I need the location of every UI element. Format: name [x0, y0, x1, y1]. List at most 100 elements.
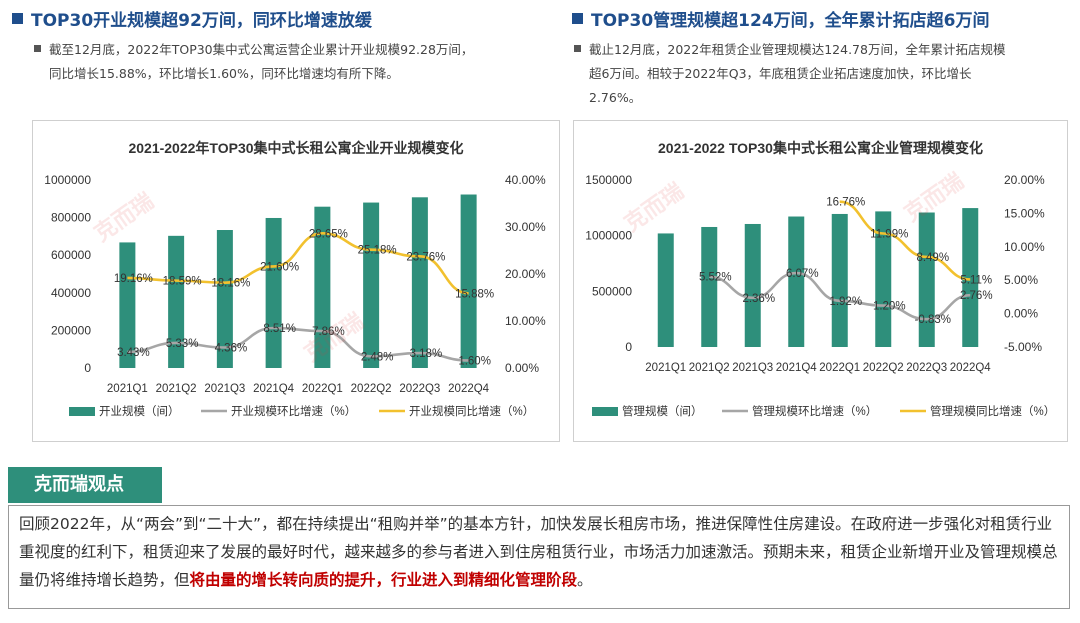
- data-label: 4.36%: [215, 343, 248, 355]
- legend-swatch: [592, 407, 618, 416]
- viewpoint-highlight: 将由量的增长转向质的提升，行业进入到精细化管理阶段: [189, 571, 578, 589]
- x-tick-label: 2021Q1: [107, 383, 148, 395]
- data-label: 3.18%: [410, 348, 443, 360]
- data-label: 7.86%: [312, 326, 345, 338]
- y-right-tick-label: 20.00%: [1004, 173, 1045, 187]
- bar: [701, 226, 718, 347]
- data-label: 16.76%: [826, 197, 865, 209]
- management-scale-chart-svg: 2021-2022 TOP30集中式长租公寓企业管理规模变化 1500000 100…: [585, 140, 1055, 418]
- series-line: [839, 200, 971, 281]
- title-square-icon: [12, 13, 23, 24]
- legend-label: 管理规模环比增速（%）: [752, 404, 877, 418]
- y-left-tick-label: 0: [84, 361, 91, 375]
- y-right-tick-label: 0.00%: [1004, 307, 1038, 321]
- bullet-square-icon: [574, 45, 581, 52]
- y-left-tick-label: 1000000: [44, 173, 91, 187]
- chart-title: 2021-2022年TOP30集中式长租公寓企业开业规模变化: [128, 140, 463, 156]
- data-label: 11.99%: [870, 229, 908, 241]
- x-tick-label: 2021Q3: [204, 383, 245, 395]
- data-label: 18.59%: [163, 276, 202, 288]
- y-left-tick-label: 0: [625, 340, 632, 354]
- data-label: 5.52%: [699, 272, 732, 284]
- x-tick-label: 2021Q3: [732, 362, 773, 374]
- x-tick-label: 2022Q4: [448, 383, 490, 395]
- y-right-tick-label: 30.00%: [505, 220, 546, 234]
- x-tick-label: 2021Q4: [776, 362, 818, 374]
- y-left-tick-label: 800000: [51, 211, 91, 225]
- y-right-tick-label: 15.00%: [1004, 206, 1045, 220]
- x-tick-label: 2021Q2: [689, 362, 730, 374]
- viewpoint-body: 回顾2022年，从“两会”到“二十大”，都在持续提出“租购并举”的基本方针，加快…: [8, 505, 1070, 609]
- chart-title: 2021-2022 TOP30集中式长租公寓企业管理规模变化: [658, 140, 983, 156]
- y-left-tick-label: 400000: [51, 286, 91, 300]
- y-left-tick-label: 500000: [592, 284, 632, 298]
- y-right-tick-label: 40.00%: [505, 173, 546, 187]
- y-right-tick-label: 0.00%: [505, 361, 539, 375]
- x-tick-label: 2022Q3: [399, 383, 440, 395]
- data-label: 15.88%: [455, 288, 494, 300]
- legend-label: 开业规模（间）: [99, 404, 180, 418]
- legend-swatch: [69, 407, 95, 416]
- viewpoint-heading: 克而瑞观点: [8, 467, 162, 503]
- bar: [460, 194, 477, 368]
- data-label: 5.11%: [960, 274, 992, 286]
- bar: [831, 213, 848, 347]
- data-label: 6.07%: [786, 268, 819, 280]
- bar: [216, 230, 233, 368]
- left-section-title: TOP30开业规模超92万间，同环比增速放缓: [12, 6, 372, 31]
- x-tick-label: 2021Q2: [156, 383, 197, 395]
- data-label: 2.36%: [742, 293, 775, 305]
- data-label: 2.48%: [361, 351, 394, 363]
- data-label: 1.92%: [829, 296, 862, 308]
- data-label: 8.51%: [263, 323, 296, 335]
- y-right-tick-label: 10.00%: [1004, 240, 1045, 254]
- x-tick-label: 2022Q4: [950, 362, 992, 374]
- title-square-icon: [572, 13, 583, 24]
- y-right-tick-label: 10.00%: [505, 314, 546, 328]
- right-bullet: 截止12月底，2022年租赁企业管理规模达124.78万间，全年累计拓店规模 超…: [574, 38, 1074, 110]
- data-label: 21.60%: [260, 261, 299, 273]
- right-section-title: TOP30管理规模超124万间，全年累计拓店超6万间: [572, 6, 989, 31]
- bar: [168, 235, 185, 368]
- bar: [657, 233, 674, 347]
- bar: [363, 202, 380, 368]
- y-right-tick-label: 20.00%: [505, 267, 546, 281]
- left-bullet: 截至12月底，2022年TOP30集中式公寓运营企业累计开业规模92.28万间，…: [34, 38, 554, 86]
- x-tick-label: 2022Q3: [906, 362, 947, 374]
- data-label: 1.20%: [873, 301, 906, 313]
- x-tick-label: 2022Q1: [302, 383, 343, 395]
- bar: [119, 242, 136, 368]
- legend-label: 管理规模（间）: [622, 404, 703, 418]
- bar: [788, 216, 805, 347]
- x-tick-label: 2022Q2: [863, 362, 904, 374]
- bar: [314, 206, 331, 368]
- opening-scale-chart-svg: 2021-2022年TOP30集中式长租公寓企业开业规模变化 1000000 800…: [44, 140, 546, 418]
- x-tick-label: 2021Q1: [645, 362, 686, 374]
- bar: [962, 208, 979, 347]
- series-line: [709, 271, 971, 321]
- series-line: [127, 232, 469, 295]
- bar: [744, 223, 761, 347]
- x-tick-label: 2022Q2: [351, 383, 392, 395]
- legend-label: 开业规模环比增速（%）: [231, 404, 356, 418]
- x-tick-label: 2021Q4: [253, 383, 295, 395]
- y-right-tick-label: 5.00%: [1004, 273, 1038, 287]
- data-label: 8.49%: [916, 252, 949, 264]
- data-label: 19.16%: [114, 273, 153, 285]
- bar: [918, 212, 935, 347]
- data-label: 25.18%: [358, 245, 397, 257]
- data-label: 18.16%: [211, 278, 250, 290]
- data-label: 28.65%: [309, 228, 348, 240]
- data-label: 2.76%: [960, 290, 993, 302]
- legend-label: 管理规模同比增速（%）: [930, 404, 1055, 418]
- data-label: 1.60%: [458, 355, 491, 367]
- y-right-tick-label: -5.00%: [1004, 340, 1042, 354]
- bar: [875, 211, 892, 347]
- bar: [265, 217, 282, 368]
- legend-label: 开业规模同比增速（%）: [409, 404, 534, 418]
- management-scale-chart: 2021-2022 TOP30集中式长租公寓企业管理规模变化 1500000 100…: [573, 120, 1068, 442]
- y-left-tick-label: 600000: [51, 248, 91, 262]
- data-label: 5.33%: [166, 338, 199, 350]
- series-line: [127, 326, 469, 362]
- x-tick-label: 2022Q1: [819, 362, 860, 374]
